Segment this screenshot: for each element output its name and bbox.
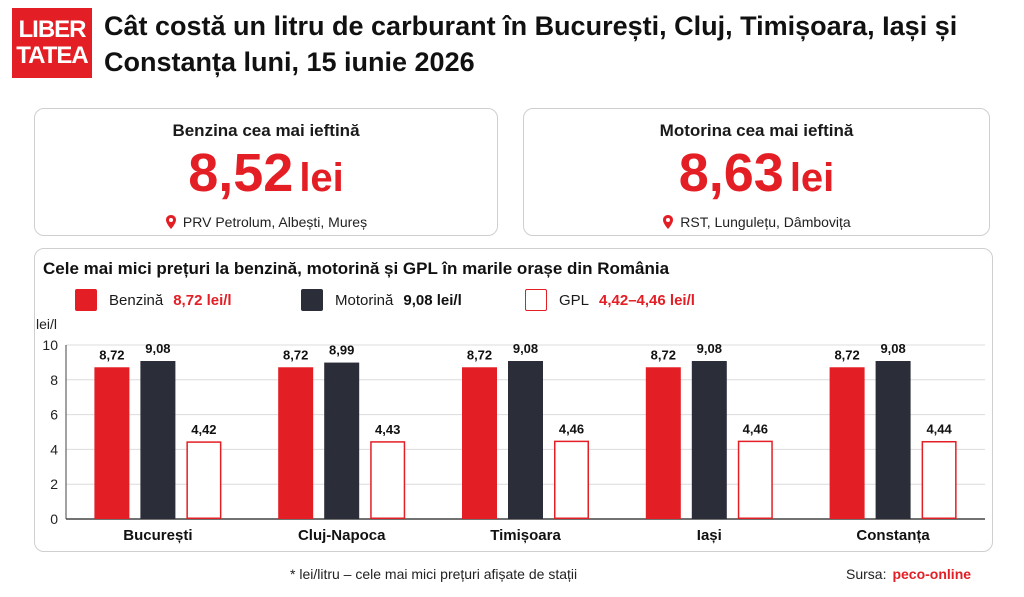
legend-item-motorina: Motorină 9,08 lei/l — [301, 289, 462, 311]
benzina-card-label: Benzina cea mai ieftină — [172, 121, 360, 140]
x-tick-label: Iași — [697, 527, 722, 544]
data-label: 8,72 — [834, 347, 859, 362]
bar-gpl — [370, 441, 406, 519]
benzina-price-value: 8,52 — [188, 143, 294, 203]
benzina-card-price: 8,52 lei — [35, 145, 497, 206]
bar-benzin — [829, 367, 865, 519]
location-pin-icon — [165, 215, 176, 229]
location-pin-icon — [663, 215, 674, 229]
data-label: 8,99 — [329, 343, 354, 358]
y-tick-label: 2 — [50, 476, 58, 492]
legend-name-gpl: GPL — [559, 291, 590, 309]
data-label: 4,43 — [375, 422, 400, 437]
y-axis-label: lei/l — [36, 316, 57, 332]
motorina-card: Motorina cea mai ieftină 8,63 lei RST, Lu… — [523, 108, 990, 236]
bar-motorin — [691, 361, 727, 519]
y-tick-label: 8 — [50, 372, 58, 388]
data-label: 4,46 — [559, 421, 584, 436]
x-tick-label: Timișoara — [490, 527, 561, 544]
y-tick-label: 10 — [42, 337, 58, 353]
data-label: 9,08 — [513, 341, 538, 356]
source: Sursa: peco-online — [846, 566, 971, 582]
data-label: 9,08 — [145, 341, 170, 356]
data-label: 4,44 — [926, 422, 952, 437]
benzina-location-text: PRV Petrolum, Albești, Mureș — [182, 214, 368, 230]
motorina-card-price: 8,63 lei — [524, 145, 989, 206]
legend-item-gpl: GPL 4,42–4,46 lei/l — [525, 289, 695, 311]
source-label: Sursa: — [846, 566, 887, 582]
legend-value-gpl: 4,42–4,46 lei/l — [599, 291, 695, 309]
bar-chart: lei/l 0 2 4 6 8 10 8,72 9,08 4,42 București 8,72 8,9… — [36, 316, 985, 544]
bar-benzin — [94, 367, 130, 519]
motorina-price-value: 8,63 — [678, 143, 784, 203]
footnote: * lei/litru – cele mai mici prețuri afiș… — [290, 566, 578, 582]
motorina-location: RST, Lungulețu, Dâmbovița — [524, 214, 989, 230]
benzina-card: Benzina cea mai ieftină 8,52 lei PRV Petr… — [34, 108, 498, 236]
benzina-price-unit: lei — [299, 156, 344, 200]
motorina-card-label: Motorina cea mai ieftină — [659, 121, 854, 140]
legend-value-motorina: 9,08 lei/l — [403, 291, 462, 309]
source-value: peco-online — [892, 566, 972, 582]
y-tick-label: 6 — [50, 407, 58, 423]
x-tick-label: Cluj-Napoca — [298, 527, 386, 544]
benzina-location: PRV Petrolum, Albești, Mureș — [35, 214, 497, 230]
y-tick-label: 0 — [50, 511, 58, 527]
data-label: 8,72 — [467, 347, 492, 362]
bar-gpl — [737, 440, 773, 519]
bar-gpl — [186, 441, 222, 520]
legend-value-benzina: 8,72 lei/l — [173, 291, 232, 309]
legend-name-motorina: Motorină — [335, 291, 394, 309]
logo-line1: LIBER — [18, 16, 87, 43]
data-label: 8,72 — [99, 347, 124, 362]
bar-motorin — [508, 361, 543, 519]
libertatea-logo: LIBER TATEA — [12, 8, 92, 78]
data-label: 4,46 — [743, 421, 768, 436]
bar-motorin — [140, 361, 176, 519]
data-label: 9,08 — [880, 341, 905, 356]
data-label: 9,08 — [697, 341, 722, 356]
legend-name-benzina: Benzină — [109, 291, 164, 309]
legend-swatch-motorina — [301, 289, 323, 311]
data-label: 4,42 — [191, 422, 216, 437]
bar-motorin — [324, 362, 360, 519]
data-label: 8,72 — [283, 347, 308, 362]
legend-swatch-gpl — [525, 289, 547, 311]
x-tick-label: Constanța — [856, 527, 930, 544]
bar-gpl — [554, 440, 589, 519]
x-tick-label: București — [123, 527, 192, 544]
y-tick-label: 4 — [50, 441, 58, 457]
motorina-price-unit: lei — [789, 156, 835, 200]
bar-gpl — [921, 440, 957, 519]
data-label: 8,72 — [651, 347, 676, 362]
motorina-location-text: RST, Lungulețu, Dâmbovița — [680, 214, 851, 230]
legend-swatch-benzina — [75, 289, 97, 311]
bar-benzin — [278, 367, 314, 519]
page-title: Cât costă un litru de carburant în Bucur… — [104, 11, 958, 77]
chart-title: Cele mai mici prețuri la benzină, motori… — [43, 259, 670, 278]
logo-line2: TATEA — [16, 42, 88, 69]
legend-item-benzina: Benzină 8,72 lei/l — [75, 289, 232, 311]
bar-benzin — [462, 367, 497, 519]
bar-motorin — [875, 361, 911, 519]
bar-benzin — [645, 367, 681, 519]
chart-legend: Benzină 8,72 lei/l Motorină 9,08 lei/l G… — [35, 289, 992, 313]
